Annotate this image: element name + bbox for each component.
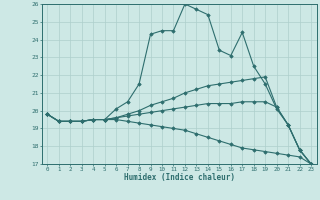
X-axis label: Humidex (Indice chaleur): Humidex (Indice chaleur) — [124, 173, 235, 182]
